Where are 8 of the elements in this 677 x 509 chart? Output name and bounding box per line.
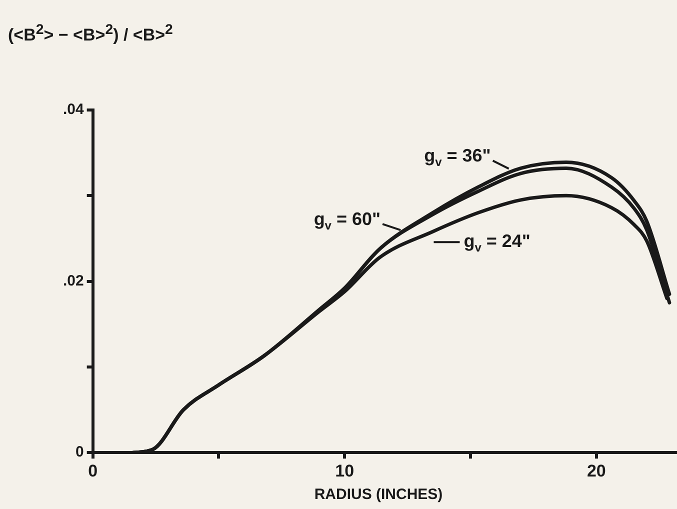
x-tick-label: 10 (335, 461, 354, 480)
x-axis-title: RADIUS (INCHES) (313, 486, 444, 503)
y-tick-label: .04 (62, 101, 84, 118)
x-tick-label: 0 (88, 461, 98, 480)
y-tick-label: .02 (62, 272, 84, 290)
y-axis-title: (<B$^{2}$> − <B>$^{2}$) / <B>$^{2}$ (8, 22, 173, 46)
y-tick-label: 0 (76, 444, 84, 461)
x-tick-label: 20 (586, 461, 606, 480)
